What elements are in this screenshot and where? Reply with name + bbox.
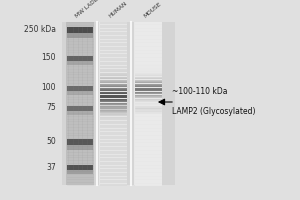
Text: LAMP2 (Glycosylated): LAMP2 (Glycosylated) — [172, 107, 256, 116]
Bar — [67, 106, 93, 110]
Bar — [67, 33, 93, 38]
Text: 50: 50 — [46, 138, 56, 146]
Text: 37: 37 — [46, 162, 56, 171]
Bar — [99, 22, 127, 185]
Bar — [67, 170, 93, 173]
Bar — [67, 55, 93, 60]
Bar — [67, 139, 93, 145]
Text: 100: 100 — [41, 84, 56, 92]
Bar — [62, 22, 175, 185]
Bar — [67, 110, 93, 114]
Text: MOUSE: MOUSE — [143, 1, 163, 19]
Bar — [67, 90, 93, 95]
Text: 250 kDa: 250 kDa — [24, 25, 56, 34]
Text: MW LADDER: MW LADDER — [75, 0, 106, 19]
Text: 150: 150 — [41, 53, 56, 62]
Bar — [67, 86, 93, 90]
Bar — [67, 27, 93, 33]
Bar — [66, 22, 94, 185]
Bar — [67, 60, 93, 64]
Bar — [134, 22, 162, 185]
Bar — [67, 145, 93, 150]
Bar — [67, 164, 93, 170]
Text: ~100-110 kDa: ~100-110 kDa — [172, 87, 227, 96]
Text: 75: 75 — [46, 104, 56, 112]
Text: HUMAN: HUMAN — [108, 1, 128, 19]
